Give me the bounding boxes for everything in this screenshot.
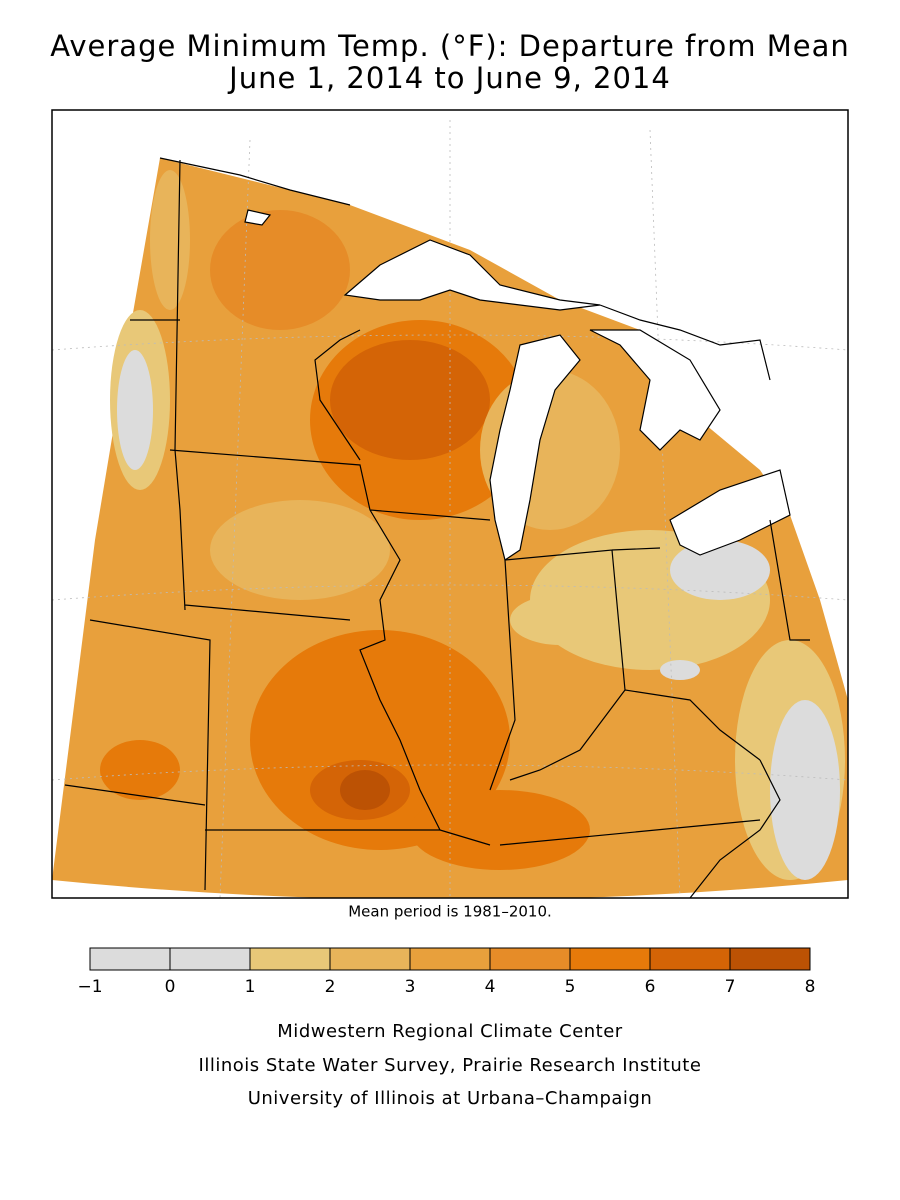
coastline bbox=[159, 157, 771, 381]
legend: −1 0 1 2 3 4 5 6 7 8 bbox=[77, 947, 816, 997]
legend-swatch bbox=[249, 947, 331, 971]
graticule bbox=[52, 120, 848, 898]
legend-swatch bbox=[409, 947, 491, 971]
map bbox=[51, 109, 849, 899]
note: Mean period is 1981–2010. bbox=[348, 903, 552, 921]
legend-swatch bbox=[89, 947, 171, 971]
subtitle: June 1, 2014 to June 9, 2014 bbox=[227, 61, 671, 95]
legend-tick-label: 8 bbox=[805, 977, 816, 997]
legend-tick-label: 0 bbox=[165, 977, 176, 997]
legend-tick-label: 5 bbox=[565, 977, 576, 997]
legend-swatch bbox=[569, 947, 651, 971]
state-borders bbox=[64, 159, 810, 898]
lakes bbox=[244, 209, 791, 561]
legend-swatch bbox=[169, 947, 251, 971]
credit: University of Illinois at Urbana–Champai… bbox=[248, 1088, 653, 1109]
legend-tick-label: 1 bbox=[245, 977, 256, 997]
credit: Midwestern Regional Climate Center bbox=[277, 1021, 623, 1042]
legend-swatch bbox=[649, 947, 731, 971]
legend-tick-label: −1 bbox=[77, 977, 102, 997]
legend-tick-label: 4 bbox=[485, 977, 496, 997]
legend-swatch bbox=[729, 947, 811, 971]
legend-tick-label: 3 bbox=[405, 977, 416, 997]
legend-tick-label: 7 bbox=[725, 977, 736, 997]
legend-tick-label: 6 bbox=[645, 977, 656, 997]
legend-swatch bbox=[329, 947, 411, 971]
title: Average Minimum Temp. (°F): Departure fr… bbox=[50, 29, 850, 63]
legend-tick-label: 2 bbox=[325, 977, 336, 997]
legend-swatch bbox=[489, 947, 571, 971]
map-frame bbox=[51, 109, 849, 899]
credit: Illinois State Water Survey, Prairie Res… bbox=[199, 1055, 702, 1076]
